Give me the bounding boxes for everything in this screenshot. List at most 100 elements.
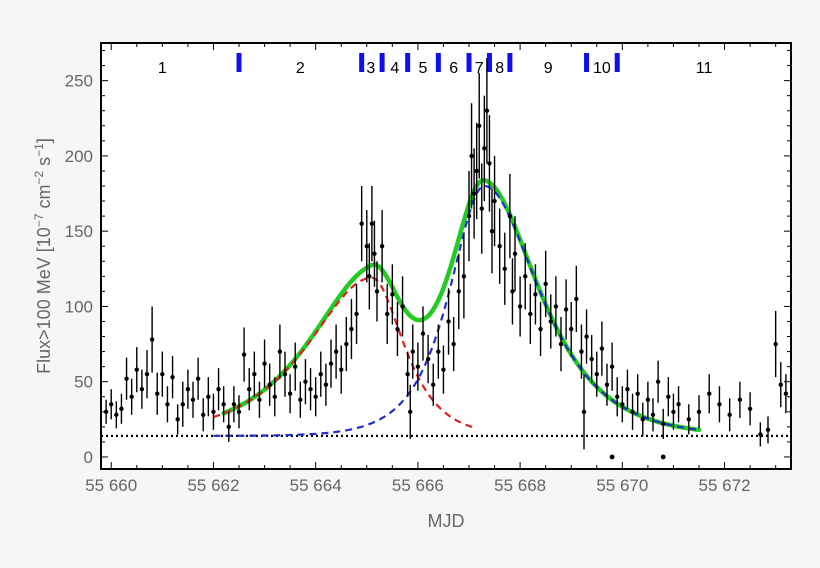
data-point — [226, 424, 231, 430]
y-tick-label: 100 — [65, 297, 93, 316]
data-point — [620, 402, 625, 407]
data-point — [201, 412, 206, 418]
period-label: 5 — [419, 60, 428, 77]
plot-frame — [100, 42, 792, 470]
data-point — [517, 304, 523, 309]
data-point — [471, 191, 477, 196]
data-point — [282, 371, 288, 377]
data-point — [379, 244, 385, 249]
data-point — [510, 289, 515, 294]
data-point — [625, 387, 630, 392]
data-point — [533, 292, 538, 297]
data-point — [109, 402, 114, 407]
first-flare-model-curve — [213, 276, 475, 429]
data-point — [374, 289, 380, 294]
y-axis-label-part: cm — [34, 185, 54, 214]
data-point — [696, 409, 702, 414]
data-point — [339, 367, 344, 372]
data-point — [241, 352, 247, 357]
data-point — [420, 331, 426, 336]
data-point — [538, 326, 543, 332]
data-point — [474, 168, 479, 174]
x-axis-label: MJD — [428, 511, 465, 531]
data-point — [492, 198, 497, 204]
y-axis-label-part: ] — [34, 138, 54, 143]
data-point — [431, 382, 436, 387]
data-point — [466, 213, 472, 219]
data-points — [103, 58, 789, 460]
data-point — [548, 319, 553, 324]
data-point — [574, 296, 579, 302]
period-label: 4 — [390, 60, 399, 77]
data-point — [129, 394, 134, 399]
data-point — [707, 391, 712, 396]
data-point — [262, 361, 267, 366]
data-point — [635, 391, 640, 396]
data-point — [308, 387, 313, 392]
x-tick-label: 55 662 — [187, 476, 239, 495]
upper-limit-point — [609, 454, 615, 460]
data-point — [372, 251, 377, 256]
data-point — [349, 326, 354, 332]
data-point — [216, 387, 221, 392]
data-point — [783, 391, 789, 396]
data-point — [124, 376, 129, 381]
period-boundary-marker — [405, 53, 411, 72]
data-point — [456, 289, 461, 294]
data-point — [645, 397, 651, 402]
data-point — [765, 427, 771, 433]
period-label: 6 — [449, 60, 458, 77]
y-tick-label: 50 — [74, 373, 93, 392]
data-point — [287, 391, 293, 396]
data-point — [313, 394, 318, 399]
period-label: 8 — [495, 60, 504, 77]
y-axis-label: Flux>100 MeV [10−7 cm−2 s−1] — [32, 138, 54, 374]
data-point — [415, 364, 421, 369]
data-point — [405, 371, 410, 377]
data-point — [469, 153, 474, 159]
data-point — [671, 409, 676, 414]
data-point — [758, 432, 763, 437]
period-boundary-marker — [435, 53, 441, 72]
y-axis-label-part: −1 — [32, 143, 46, 157]
data-point — [569, 326, 574, 332]
data-point — [247, 387, 252, 392]
data-point — [477, 123, 482, 128]
data-point — [410, 349, 415, 354]
data-point — [553, 304, 559, 309]
data-point — [650, 412, 656, 418]
data-point — [344, 341, 349, 347]
data-point — [523, 274, 528, 279]
y-tick-label: 250 — [65, 72, 93, 91]
data-point — [257, 397, 262, 402]
data-point — [272, 394, 277, 399]
data-point — [175, 417, 180, 422]
upper-limit-point — [660, 454, 666, 460]
data-point — [267, 382, 272, 387]
data-point — [640, 417, 645, 422]
y-tick-label: 150 — [65, 222, 93, 241]
data-point — [497, 244, 502, 249]
data-point — [489, 228, 495, 234]
data-point — [144, 371, 150, 377]
data-point — [436, 349, 441, 354]
data-point — [211, 409, 216, 414]
period-label: 7 — [475, 60, 484, 77]
data-point — [773, 341, 778, 347]
data-point — [484, 108, 490, 113]
period-boundary-marker — [236, 53, 242, 72]
data-point — [155, 391, 160, 396]
data-point — [333, 349, 339, 354]
data-point — [630, 409, 635, 414]
y-tick-label: 200 — [65, 147, 93, 166]
x-tick-label: 55 670 — [596, 476, 648, 495]
data-point — [364, 244, 369, 249]
data-point — [236, 409, 242, 414]
data-point — [609, 364, 615, 369]
data-point — [563, 307, 569, 312]
data-point — [390, 292, 395, 297]
data-point — [604, 382, 610, 387]
data-point — [581, 409, 587, 414]
period-label: 10 — [593, 60, 611, 77]
